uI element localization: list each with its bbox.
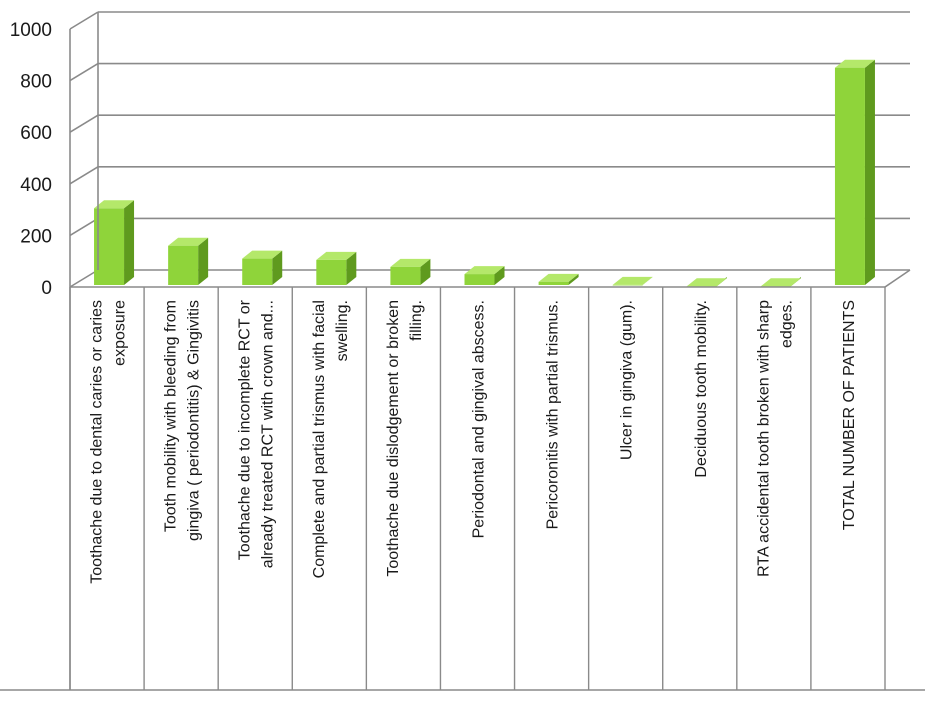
bar-top-face xyxy=(390,258,431,267)
category-label-line: Toothache due to incomplete RCT or xyxy=(237,299,254,560)
bar-side-face xyxy=(198,237,209,285)
y-tick-label: 600 xyxy=(20,123,52,144)
category-label-line: Tooth mobility with bleeding from xyxy=(163,300,180,532)
y-tick-label: 1000 xyxy=(10,20,52,41)
bar xyxy=(316,251,357,285)
category-label-line: filling. xyxy=(408,300,425,341)
bars xyxy=(94,59,875,287)
category-label-line: edges. xyxy=(778,300,795,348)
bar-front-face xyxy=(464,274,495,285)
category-label: Toothache due to incomplete RCT or alread… xyxy=(237,299,277,568)
category-label-line: Complete and partial trismus with facial xyxy=(311,300,328,578)
bar xyxy=(686,277,727,287)
category-label: Complete and partial trismus with facial… xyxy=(311,300,351,578)
bar-top-face xyxy=(686,278,727,287)
y-axis-tick-labels: 0 200 400 600 800 1000 xyxy=(10,20,52,299)
y-tick-label: 800 xyxy=(20,72,52,93)
category-label: TOTAL NUMBER OF PATIENTS xyxy=(841,300,858,530)
category-label: Periodontal and gingival abscess. xyxy=(471,300,488,538)
bar-side-face xyxy=(420,258,431,285)
bar xyxy=(168,237,209,285)
category-label-line: Ulcer in gingiva (gum). xyxy=(619,300,636,460)
category-label: Tooth mobility with bleeding from gingiva… xyxy=(163,300,203,541)
bar-top-face xyxy=(242,250,283,259)
bar-front-face xyxy=(168,245,199,285)
bar-top-face xyxy=(612,276,653,285)
category-label: Toothache due dislodgement or broken fill… xyxy=(385,300,425,577)
bar-front-face xyxy=(316,259,347,285)
axes xyxy=(0,12,925,691)
category-label-line: RTA accidental tooth broken with sharp xyxy=(755,300,772,577)
grid-diagonal xyxy=(69,166,99,185)
bar-front-face xyxy=(94,208,125,285)
bar-top-face xyxy=(464,266,505,275)
bar-side-face xyxy=(494,266,505,285)
bar xyxy=(612,276,653,286)
category-label-line: exposure xyxy=(112,300,129,366)
y-tick-label: 200 xyxy=(20,226,52,247)
bar-side-face xyxy=(568,273,579,285)
grid-diagonal xyxy=(69,11,99,30)
bar-front-face xyxy=(538,281,569,285)
bar-top-face xyxy=(168,237,209,246)
category-label: Ulcer in gingiva (gum). xyxy=(619,300,636,460)
grid-diagonal xyxy=(69,269,99,288)
bar-side-face xyxy=(124,200,135,285)
bar-top-face xyxy=(834,59,875,68)
bar xyxy=(242,250,283,285)
category-label-line: TOTAL NUMBER OF PATIENTS xyxy=(841,300,858,530)
category-label: RTA accidental tooth broken with sharp ed… xyxy=(755,300,795,577)
bar-top-face xyxy=(760,278,801,287)
grid-lines xyxy=(69,11,910,288)
y-tick-label: 400 xyxy=(20,175,52,196)
bar-side-face xyxy=(272,250,283,285)
category-label: Pericoronitis with partial trismus. xyxy=(545,300,562,529)
bar xyxy=(94,200,135,285)
bar xyxy=(390,258,431,285)
bar xyxy=(760,277,801,287)
bar-side-face xyxy=(346,251,357,285)
grid-diagonal xyxy=(69,114,99,133)
category-label: Deciduous tooth mobility. xyxy=(693,300,710,478)
bar-side-face xyxy=(864,59,875,286)
category-label-line: Toothache due to dental caries or caries xyxy=(89,300,106,584)
category-labels: Toothache due to dental caries or caries… xyxy=(89,299,858,583)
bar-top-face xyxy=(538,273,579,282)
category-label-line: Toothache due dislodgement or broken xyxy=(385,300,402,577)
y-tick-label: 0 xyxy=(41,278,52,299)
bar-top-face xyxy=(94,200,135,209)
bar xyxy=(464,266,505,285)
floor-right-edge xyxy=(884,269,911,288)
category-label-line: Pericoronitis with partial trismus. xyxy=(545,300,562,529)
bar-front-face xyxy=(834,67,865,285)
bar-top-face xyxy=(316,251,357,260)
bar xyxy=(834,59,875,286)
grid-diagonal xyxy=(69,62,99,82)
bar xyxy=(538,273,579,285)
bar-front-face xyxy=(390,266,421,285)
category-label-line: already treated RCT with crown and... xyxy=(260,300,277,568)
category-label-line: Deciduous tooth mobility. xyxy=(693,300,710,478)
bar-front-face xyxy=(242,258,273,285)
category-label: Toothache due to dental caries or caries… xyxy=(89,300,129,584)
category-label-line: gingiva ( periodontitis) & Gingivitis xyxy=(186,300,203,541)
bar-front-face xyxy=(612,284,643,286)
bar-side-face xyxy=(642,276,653,285)
grid-diagonal xyxy=(69,217,99,237)
category-label-line: Periodontal and gingival abscess. xyxy=(471,300,488,538)
category-label-line: swelling. xyxy=(334,300,351,361)
